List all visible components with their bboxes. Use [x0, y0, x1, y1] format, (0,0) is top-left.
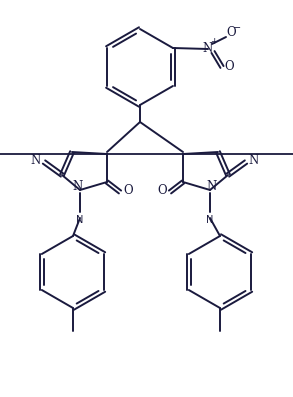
Text: N: N: [31, 154, 41, 168]
Text: O: O: [123, 185, 133, 197]
Text: N: N: [73, 181, 83, 193]
Text: O: O: [157, 185, 167, 197]
Text: N: N: [203, 42, 213, 54]
Text: N: N: [207, 181, 217, 193]
Text: O: O: [226, 27, 236, 39]
Text: N: N: [76, 215, 84, 225]
Text: N: N: [206, 215, 214, 225]
Text: N: N: [249, 154, 259, 168]
Text: −: −: [233, 23, 241, 33]
Text: +: +: [210, 37, 218, 46]
Text: O: O: [224, 60, 234, 73]
